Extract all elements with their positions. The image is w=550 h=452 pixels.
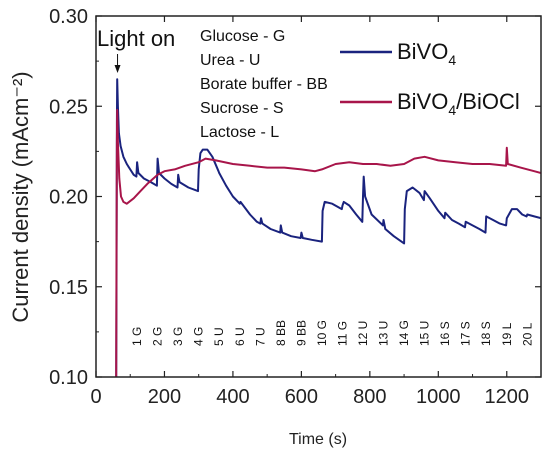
- series-line-1: [115, 108, 541, 377]
- injection-label: 3 G: [171, 327, 185, 346]
- injection-label: 5 U: [212, 327, 226, 346]
- analyte-key-item: Lactose - L: [200, 124, 279, 141]
- injection-label: 16 S: [438, 321, 452, 346]
- injection-label: 14 G: [397, 320, 411, 346]
- x-tick-label: 800: [353, 386, 386, 408]
- x-axis-title: Time (s): [289, 431, 347, 448]
- series-line-0: [115, 78, 541, 377]
- legend: BiVO4 BiVO4/BiOCl: [340, 39, 520, 118]
- axis-ticks: [95, 15, 541, 378]
- injection-label: 20 L: [520, 322, 534, 346]
- injection-label: 8 BB: [274, 320, 288, 346]
- x-tick-label: 0: [90, 386, 101, 408]
- injection-label: 17 S: [459, 321, 473, 346]
- analyte-key-item: Borate buffer - BB: [200, 76, 328, 93]
- legend-label-biocl-suffix: /BiOCl: [456, 89, 520, 114]
- light-on-annotation: Light on: [97, 26, 175, 51]
- x-tick-label: 200: [148, 386, 181, 408]
- legend-label-bivo4-main: BiVO: [397, 39, 448, 64]
- x-tick-label: 1200: [485, 386, 530, 408]
- y-tick-label: 0.20: [49, 187, 88, 209]
- analyte-key-item: Sucrose - S: [200, 100, 284, 117]
- legend-label-bivo4-sub: 4: [448, 52, 456, 68]
- legend-label-biocl-sub: 4: [448, 102, 456, 118]
- x-tick-label: 400: [216, 386, 249, 408]
- injection-label: 4 G: [192, 327, 206, 346]
- y-tick-label: 0.10: [49, 367, 88, 389]
- y-tick-label: 0.30: [49, 6, 88, 28]
- injection-label: 12 U: [356, 321, 370, 346]
- injection-label: 19 L: [500, 322, 514, 346]
- series-layer: [115, 78, 541, 377]
- axis-tick-labels: 0 200 400 600 800 1000 1200 0.10 0.15 0.20 0.25 0.3…: [49, 6, 529, 408]
- injection-label: 2 G: [151, 327, 165, 346]
- injection-label: 11 G: [335, 321, 349, 346]
- plot-area: 0 200 400 600 800 1000 1200 0.10 0.15 0.20 0.25 0.3…: [49, 6, 542, 408]
- light-on-arrow-head: [114, 65, 121, 73]
- legend-label-bivo4-biocl: BiVO4/BiOCl: [397, 89, 520, 118]
- injection-label: 7 U: [253, 327, 267, 346]
- analyte-key-item: Glucose - G: [200, 28, 285, 45]
- injection-label: 10 G: [315, 320, 329, 346]
- injection-label: 9 BB: [294, 320, 308, 346]
- injection-labels: 1 G 2 G 3 G 4 G 5 U 6 U 7 U 8 BB 9 BB 10 G 11 G 12 …: [130, 320, 534, 346]
- analyte-key-item: Urea - U: [200, 52, 260, 69]
- analyte-key: Glucose - G Urea - U Borate buffer - BB Suc…: [200, 28, 328, 141]
- y-tick-label: 0.25: [49, 96, 88, 118]
- legend-label-biocl-main: BiVO: [397, 89, 448, 114]
- injection-label: 15 U: [418, 321, 432, 346]
- injection-label: 18 S: [479, 321, 493, 346]
- x-tick-label: 600: [285, 386, 318, 408]
- injection-label: 1 G: [130, 327, 144, 346]
- x-tick-label: 1000: [416, 386, 461, 408]
- y-axis-title: Current density (mAcm⁻²): [8, 71, 33, 322]
- injection-label: 6 U: [233, 327, 247, 346]
- injection-label: 13 U: [377, 321, 391, 346]
- legend-label-bivo4: BiVO4: [397, 39, 456, 68]
- y-tick-label: 0.15: [49, 277, 88, 299]
